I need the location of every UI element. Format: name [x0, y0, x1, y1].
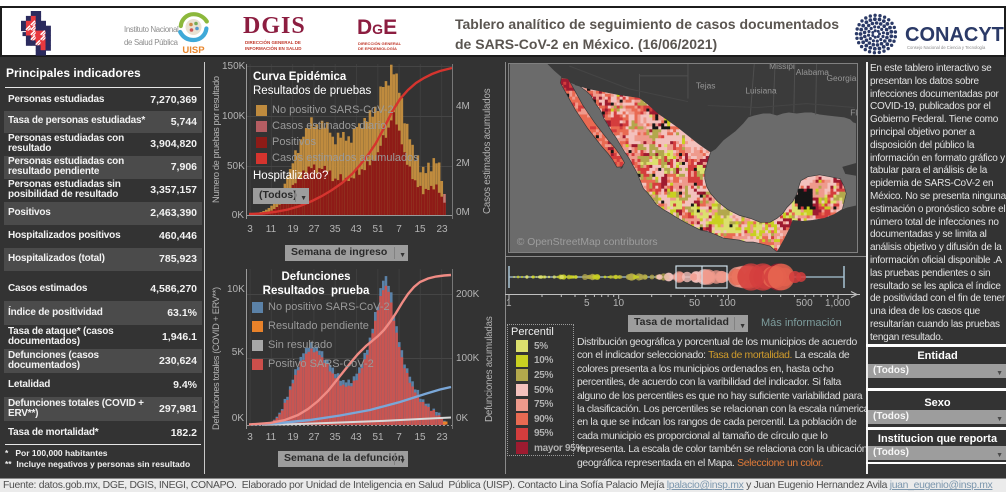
svg-text:Alabama: Alabama	[796, 67, 830, 77]
svg-text:Consejo Nacional de Ciencia y: Consejo Nacional de Ciencia y Tecnología	[907, 45, 986, 50]
svg-text:© OpenStreetMap contributors: © OpenStreetMap contributors	[517, 237, 658, 248]
svg-text:Tejas: Tejas	[696, 81, 716, 91]
svg-text:Fl: Fl	[850, 107, 857, 117]
svg-text:UISP: UISP	[182, 45, 205, 55]
svg-text:Georgia: Georgia	[826, 73, 856, 83]
svg-text:CONACYT: CONACYT	[905, 24, 1004, 46]
svg-text:Luisiana: Luisiana	[745, 86, 777, 96]
svg-text:Missipi: Missipi	[769, 63, 795, 71]
